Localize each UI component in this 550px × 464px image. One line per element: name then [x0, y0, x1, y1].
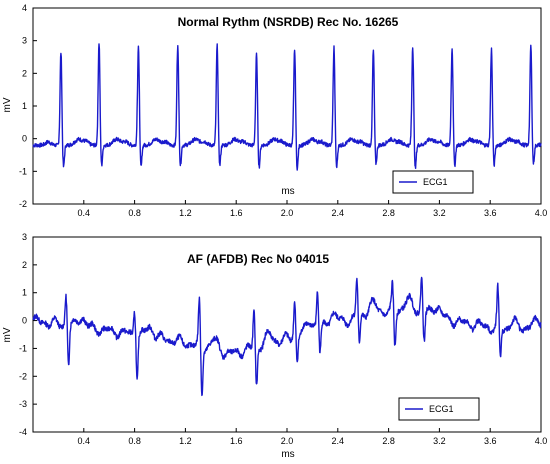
x-tick-label: 2.0: [281, 208, 294, 218]
x-tick-label: 2.8: [382, 436, 395, 446]
x-tick-label: 2.8: [382, 208, 395, 218]
y-tick-label: 3: [22, 36, 27, 46]
y-tick-label: -2: [19, 199, 27, 209]
y-tick-label: 4: [22, 3, 27, 13]
y-tick-label: -1: [19, 166, 27, 176]
series-line-ecg1: [32, 276, 542, 397]
y-tick-label: 0: [22, 316, 27, 326]
y-tick-label: -1: [19, 343, 27, 353]
x-tick-label: 1.6: [230, 208, 243, 218]
chart-af: AF (AFDB) Rec No 04015 mV ms -4 -3 -2 -1 0 1 2…: [2, 232, 547, 460]
chart-title: Normal Rythm (NSRDB) Rec No. 16265: [178, 15, 399, 29]
y-tick-label: 3: [22, 232, 27, 242]
x-tick-label: 2.0: [281, 436, 294, 446]
x-axis-title: ms: [281, 186, 294, 197]
legend-box: [398, 397, 480, 421]
legend-label: ECG1: [429, 404, 454, 414]
legend-label: ECG1: [423, 177, 448, 187]
y-axis-title: mV: [2, 97, 13, 112]
x-tick-label: 2.4: [332, 436, 345, 446]
y-axis-title: mV: [2, 327, 13, 342]
y-tick-label: 0: [22, 134, 27, 144]
x-tick-label: 0.8: [128, 436, 141, 446]
x-tick-label: 1.6: [230, 436, 243, 446]
legend-box: [392, 170, 474, 194]
y-tick-label: -3: [19, 399, 27, 409]
chart-title: AF (AFDB) Rec No 04015: [187, 252, 329, 266]
y-tick-label: 1: [22, 101, 27, 111]
x-tick-label: 4.0: [535, 208, 548, 218]
y-tick-label: 2: [22, 260, 27, 270]
y-tick-label: -4: [19, 427, 27, 437]
chart-normal-rythm: Normal Rythm (NSRDB) Rec No. 16265 mV ms…: [2, 3, 547, 218]
y-tick-label: 1: [22, 288, 27, 298]
x-axis-title: ms: [281, 449, 294, 460]
series-line-ecg1: [32, 43, 542, 171]
x-tick-label: 0.4: [78, 436, 91, 446]
x-tick-label: 0.4: [78, 208, 91, 218]
x-tick-label: 1.2: [179, 436, 192, 446]
y-tick-label: -2: [19, 371, 27, 381]
x-tick-label: 3.6: [484, 208, 497, 218]
y-tick-label: 2: [22, 68, 27, 78]
x-tick-label: 1.2: [179, 208, 192, 218]
x-tick-label: 0.8: [128, 208, 141, 218]
x-tick-label: 4.0: [535, 436, 548, 446]
x-tick-label: 3.2: [433, 436, 446, 446]
x-tick-label: 2.4: [332, 208, 345, 218]
x-tick-label: 3.2: [433, 208, 446, 218]
x-tick-label: 3.6: [484, 436, 497, 446]
